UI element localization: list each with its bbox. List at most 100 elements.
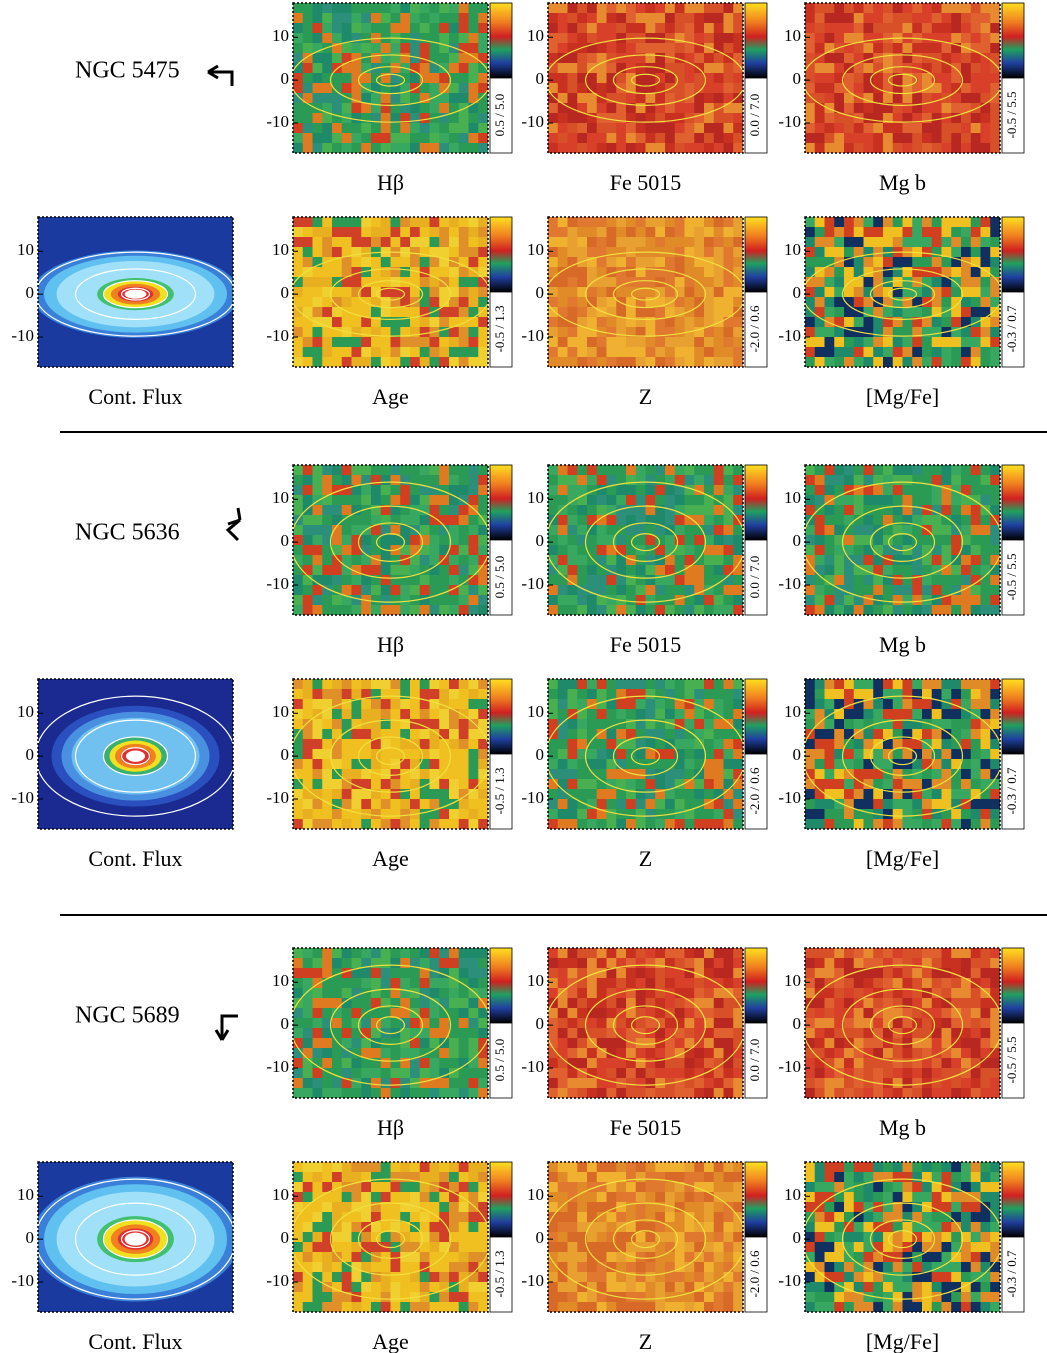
map-cell [645,575,656,586]
map-cell [351,3,362,14]
map-cell [863,347,874,358]
map-cell [577,277,588,288]
map-cell [892,267,903,278]
map-cell [704,1088,715,1098]
map-cell [400,545,411,556]
map-cell [805,257,816,268]
map-cell [684,227,695,238]
map-cell [980,1088,991,1098]
map-cell [704,495,715,506]
map-cell [684,1018,695,1029]
map-cell [844,585,855,596]
map-cell [478,779,488,790]
map-cell [990,1018,1000,1029]
map-cell [429,475,440,486]
map-cell [361,287,372,298]
map-cell [596,819,607,829]
map-cell [931,809,942,820]
map-cell [429,565,440,576]
map-cell [606,73,617,84]
map-cell [805,779,816,790]
map-cell [951,968,962,979]
map-cell [312,679,323,690]
map-cell [980,475,991,486]
map-cell [961,958,972,969]
map-cell [922,103,933,114]
map-cell [380,495,391,506]
map-cell [351,595,362,606]
map-cell [587,978,598,989]
map-cell [351,465,362,476]
map-cell [665,43,676,54]
map-cell [694,555,705,566]
map-cell [361,505,372,516]
map-cell [970,1018,981,1029]
map-cell [351,555,362,566]
map-cell [390,719,401,730]
map-cell [302,485,313,496]
map-cell [468,347,479,358]
map-cell [361,1038,372,1049]
map-cell [371,1162,382,1173]
map-cell [951,1058,962,1069]
map-cell [863,978,874,989]
map-cell [577,247,588,258]
map-cell [733,709,743,720]
map-cell [341,1202,352,1213]
map-cell [922,1068,933,1079]
map-cell [665,143,676,153]
map-cell [332,1058,343,1069]
map-cell [626,779,637,790]
map-cell [302,819,313,829]
y-tick-label: 0 [26,283,35,302]
map-cell [449,475,460,486]
map-cell [655,357,666,367]
map-cell [332,495,343,506]
map-cell [567,1038,578,1049]
map-cell [577,555,588,566]
map-cell [557,749,568,760]
map-cell [912,237,923,248]
map-cell [419,277,430,288]
map-cell [449,1068,460,1079]
map-cell [419,719,430,730]
map-cell [567,1048,578,1059]
map-cell [449,998,460,1009]
map-cell [322,1242,333,1253]
map-cell [733,749,743,760]
map-cell [941,948,952,959]
map-cell [814,779,825,790]
map-cell [853,535,864,546]
map-cell [834,779,845,790]
map-cell [596,317,607,328]
map-cell [616,217,627,228]
map-cell [322,948,333,959]
map-cell [824,297,835,308]
map-cell [341,133,352,144]
map-cell [674,23,685,34]
map-cell [380,575,391,586]
contour [805,695,1000,817]
map-cell [371,1292,382,1303]
map-cell [941,978,952,989]
map-cell [873,3,884,14]
map-cell [341,515,352,526]
map-cell [616,113,627,124]
map-cell [941,749,952,760]
map-cell [293,133,304,144]
map-cell [332,53,343,64]
map-cell [684,968,695,979]
map-cell [684,505,695,516]
map-cell [980,998,991,1009]
map-cell [606,277,617,288]
map-cell [704,545,715,556]
map-cell [302,475,313,486]
map-cell [606,679,617,690]
map-cell [713,958,724,969]
map-cell [293,948,304,959]
map-cell [439,789,450,800]
map-cell [844,133,855,144]
map-cell [941,709,952,720]
map-cell [892,237,903,248]
map-cell [302,968,313,979]
